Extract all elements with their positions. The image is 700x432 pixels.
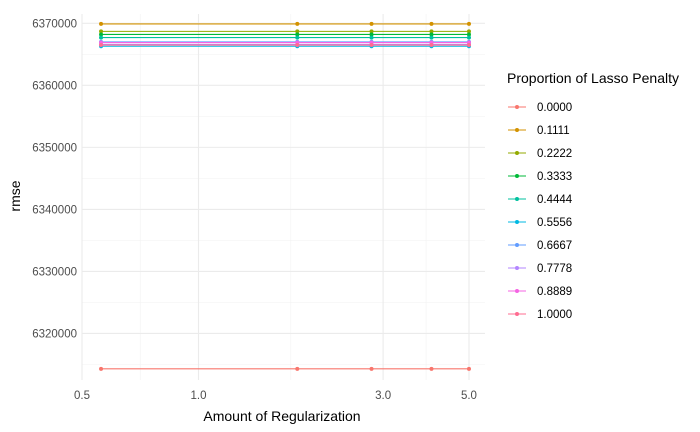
data-point [429,366,434,371]
series-0.3333 [99,32,471,37]
data-point [369,35,374,40]
y-tick-label: 6320000 [32,328,77,340]
legend-key-point [515,197,519,201]
legend-title: Proportion of Lasso Penalty [507,70,679,86]
legend-key-point [515,151,519,155]
x-tick-label: 1.0 [190,390,206,402]
major-grid [81,14,485,380]
data-point [99,21,104,26]
data-point [295,32,300,37]
legend-key-point [515,105,519,109]
y-tick-label: 6360000 [32,80,77,92]
data-point [429,29,434,34]
x-axis-title: Amount of Regularization [203,408,360,424]
data-point [466,29,471,34]
legend-item: 0.4444 [508,194,573,206]
series-0.2222 [99,29,471,34]
data-point [99,32,104,37]
legend-label: 0.7778 [537,263,572,275]
legend-key-point [515,128,519,132]
legend-item: 0.8889 [508,286,572,298]
data-point [429,35,434,40]
legend-item: 0.3333 [508,171,572,183]
legend-label: 0.2222 [537,148,572,160]
legend-item: 0.5556 [508,217,572,229]
x-tick-label: 3.0 [375,390,391,402]
data-point [295,21,300,26]
data-point [369,43,374,48]
data-point [295,43,300,48]
x-tick-label: 0.5 [74,390,90,402]
legend-label: 0.4444 [537,194,573,206]
legend-key-point [515,266,519,270]
legend-label: 0.8889 [537,286,572,298]
data-point [466,366,471,371]
legend-label: 0.1111 [537,125,570,137]
data-point [466,43,471,48]
legend-items: 0.0000 0.1111 0.2222 0.3333 0.4444 0.5556 0.66… [508,102,573,321]
legend-key-point [515,289,519,293]
legend-key-point [515,174,519,178]
legend-item: 0.7778 [508,263,572,275]
y-tick-label: 6350000 [32,142,77,154]
legend-item: 0.6667 [508,240,572,252]
data-point [99,35,104,40]
series-0.4444 [99,35,471,40]
legend-label: 0.5556 [537,217,572,229]
data-point [369,366,374,371]
legend-item: 0.0000 [508,102,572,114]
y-tick-label: 6330000 [32,266,77,278]
legend-label: 0.0000 [537,102,572,114]
data-point [369,32,374,37]
legend-item: 1.0000 [508,309,572,321]
series-1.0000 [99,43,471,48]
y-tick-label: 6340000 [32,204,77,216]
series-0.1111 [99,21,471,26]
legend-label: 0.3333 [537,171,572,183]
data-point [429,32,434,37]
data-point [99,29,104,34]
y-axis-ticks: 6320000 6330000 6340000 6350000 6360000 63700… [32,18,77,340]
data-point [295,366,300,371]
data-point [295,29,300,34]
legend-key-point [515,312,519,316]
y-axis-title: rmse [7,180,23,211]
data-point [99,366,104,371]
data-point [369,29,374,34]
data-point [369,21,374,26]
data-point [429,43,434,48]
legend-item: 0.1111 [508,125,570,137]
legend-label: 1.0000 [537,309,572,321]
x-axis-ticks: 0.5 1.0 3.0 5.0 [74,390,477,402]
data-point [99,43,104,48]
data-point [429,21,434,26]
legend-key-point [515,220,519,224]
minor-grid [82,14,485,380]
legend: Proportion of Lasso Penalty 0.0000 0.1111… [507,70,679,321]
data-point [466,21,471,26]
series-layer [99,21,471,371]
data-point [466,32,471,37]
data-point [466,35,471,40]
legend-key-point [515,243,519,247]
series-0.0000 [99,366,471,371]
legend-item: 0.2222 [508,148,572,160]
data-point [295,35,300,40]
x-tick-label: 5.0 [461,390,477,402]
y-tick-label: 6370000 [32,18,77,30]
legend-label: 0.6667 [537,240,572,252]
